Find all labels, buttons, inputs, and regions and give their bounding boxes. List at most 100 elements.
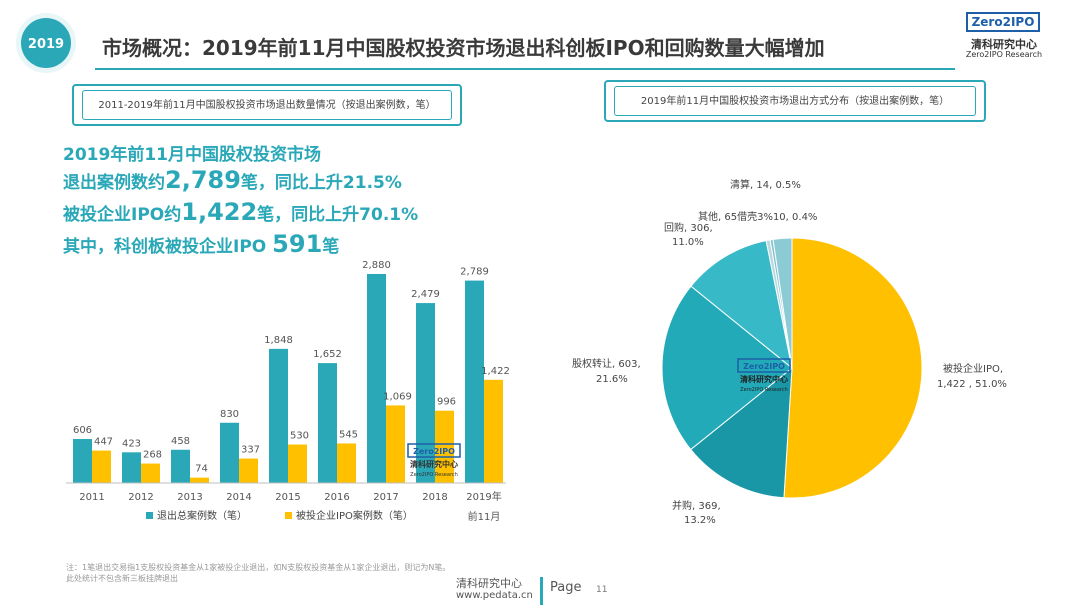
bar-total-6 xyxy=(367,273,386,483)
data-label-total-0: 606 xyxy=(73,425,92,436)
pie-slice-3 xyxy=(690,240,793,370)
zero2ipo-logo: Zero2IPO xyxy=(966,12,1040,32)
left-chart-title-box: 2011-2019年前11月中国股权投资市场退出数量情况（按退出案例数，笔） xyxy=(72,84,462,126)
highlight-ipo-count: 1,422 xyxy=(181,198,258,226)
pie-watermark: Zero2IPO 清科研究中心 Zero2IPO Research xyxy=(737,358,791,393)
pie-watermark-logo: Zero2IPO xyxy=(743,362,785,371)
x-tick-label-6: 2017 xyxy=(373,492,398,503)
pie-slices xyxy=(661,237,923,499)
pie-watermark-box xyxy=(737,358,791,373)
year-badge-circle xyxy=(21,18,71,68)
bar-ipo-8 xyxy=(484,379,503,483)
pie-label-other: 其他, 65借壳3%10, 0.4% xyxy=(698,210,817,223)
header-decoration: 2019 xyxy=(16,13,76,73)
logo-en-text: Zero2IPO Research xyxy=(965,50,1043,59)
pie-watermark-cn: 清科研究中心 xyxy=(740,374,788,384)
pie-label-ma-2: 13.2% xyxy=(684,515,716,526)
data-label-total-7: 2,479 xyxy=(411,289,440,300)
pie-slice-1 xyxy=(690,366,793,499)
pie-label-ipo-2: 1,422 , 51.0% xyxy=(937,379,1007,390)
pie-label-ipo-1: 被投企业IPO, xyxy=(943,362,1003,375)
bar-total-0 xyxy=(73,439,92,483)
data-label-total-4: 1,848 xyxy=(264,335,293,346)
data-label-ipo-1: 268 xyxy=(143,450,162,461)
footer-url[interactable]: www.pedata.cn xyxy=(456,590,533,601)
bar-ipo-3 xyxy=(239,458,258,483)
bar-total-3 xyxy=(220,422,239,483)
data-label-ipo-0: 447 xyxy=(94,437,113,448)
x-tick-label-8: 2019年 xyxy=(466,490,501,503)
highlight-line-3-pre: 被投企业IPO约 xyxy=(63,205,182,225)
bar-chart-watermark: Zero2IPO 清科研究中心 Zero2IPO Research xyxy=(407,443,461,478)
x-tick-label-7: 2018 xyxy=(422,492,447,503)
right-chart-title: 2019年前11月中国股权投资市场退出方式分布（按退出案例数，笔） xyxy=(640,95,950,107)
data-label-total-8: 2,789 xyxy=(460,267,489,278)
footer-page-label: Page xyxy=(550,580,582,595)
bar-ipo-0 xyxy=(92,450,111,483)
highlight-line-4-pre: 其中，科创板被投企业IPO xyxy=(63,237,267,257)
footer-page-number: 11 xyxy=(596,585,608,595)
pie-slice-0 xyxy=(783,237,923,499)
footnote-line-2: 此处统计不包含新三板挂牌退出 xyxy=(66,574,178,583)
watermark-cn: 清科研究中心 xyxy=(410,459,458,469)
footer-org: 清科研究中心 xyxy=(456,577,522,590)
footnote-line-1: 注：1笔退出交易指1支股权投资基金从1家被投企业退出，如N支股权投资基金从1家企… xyxy=(66,563,451,572)
right-chart-title-box: 2019年前11月中国股权投资市场退出方式分布（按退出案例数，笔） xyxy=(604,80,986,122)
bar-total-7 xyxy=(416,303,435,483)
data-label-ipo-2: 74 xyxy=(195,464,208,475)
left-chart-title: 2011-2019年前11月中国股权投资市场退出数量情况（按退出案例数，笔） xyxy=(98,99,436,111)
legend-swatch-total xyxy=(146,512,153,519)
footer-divider xyxy=(540,577,543,605)
data-label-total-3: 830 xyxy=(220,409,239,420)
bar-ipo-7 xyxy=(435,410,454,483)
bar-total-1 xyxy=(122,452,141,483)
pie-label-buyback-1: 回购, 306, xyxy=(664,221,713,234)
highlight-line-1: 2019年前11月中国股权投资市场 xyxy=(63,145,321,165)
x-tick-label-1: 2012 xyxy=(128,492,153,503)
pie-chart: Zero2IPO 清科研究中心 Zero2IPO Research 被投企业IP… xyxy=(572,178,1007,526)
footnote: 注：1笔退出交易指1支股权投资基金从1家被投企业退出，如N支股权投资基金从1家企… xyxy=(66,562,546,584)
highlight-star-ipo-count: 591 xyxy=(272,230,323,258)
pie-label-liquidation: 清算, 14, 0.5% xyxy=(730,178,801,191)
bar-total-2 xyxy=(171,449,190,483)
highlight-line-4: 其中，科创板被投企业IPO 591笔 xyxy=(63,230,339,258)
x-tick-label-0: 2011 xyxy=(79,492,104,503)
watermark-en: Zero2IPO Research xyxy=(410,472,458,478)
watermark-logo-box xyxy=(407,443,461,458)
legend-label-ipo: 被投企业IPO案例数（笔） xyxy=(296,509,413,522)
bar-total-5 xyxy=(318,363,337,483)
legend-swatch-ipo xyxy=(285,512,292,519)
pie-label-buyback-2: 11.0% xyxy=(672,237,704,248)
highlight-line-3: 被投企业IPO约1,422笔，同比上升70.1% xyxy=(63,198,418,226)
data-label-total-2: 458 xyxy=(171,436,190,447)
bar-ipo-1 xyxy=(141,463,160,483)
year-badge-text: 2019 xyxy=(28,37,64,52)
pie-slice-6 xyxy=(772,237,793,369)
header-band: 2019 xyxy=(0,10,1080,76)
x-tick-label-5: 2016 xyxy=(324,492,349,503)
bar-ipo-4 xyxy=(288,444,307,483)
data-label-total-6: 2,880 xyxy=(362,260,391,271)
page-title: 市场概况：2019年前11月中国股权投资市场退出科创板IPO和回购数量大幅增加 xyxy=(102,36,825,60)
highlight-line-2-pre: 退出案例数约 xyxy=(63,173,165,193)
x-tick-label-3: 2014 xyxy=(226,492,251,503)
data-label-ipo-6: 1,069 xyxy=(383,391,412,402)
data-label-ipo-4: 530 xyxy=(290,431,309,442)
pie-label-equity-2: 21.6% xyxy=(596,374,628,385)
data-label-ipo-8: 1,422 xyxy=(481,366,510,377)
bar-ipo-2 xyxy=(190,477,209,483)
bar-total-4 xyxy=(269,348,288,483)
x-tick-label-8-line2: 前11月 xyxy=(468,510,501,523)
data-label-total-1: 423 xyxy=(122,438,141,449)
highlight-exit-count: 2,789 xyxy=(165,166,241,194)
header-divider xyxy=(95,68,955,70)
data-label-ipo-5: 545 xyxy=(339,429,358,440)
legend-label-total: 退出总案例数（笔） xyxy=(157,509,247,522)
data-label-ipo-7: 996 xyxy=(437,397,456,408)
bar-ipo-6 xyxy=(386,405,405,483)
x-tick-label-4: 2015 xyxy=(275,492,300,503)
highlight-line-2-post: 笔，同比上升21.5% xyxy=(240,173,402,193)
highlight-line-2: 退出案例数约2,789笔，同比上升21.5% xyxy=(63,166,402,194)
